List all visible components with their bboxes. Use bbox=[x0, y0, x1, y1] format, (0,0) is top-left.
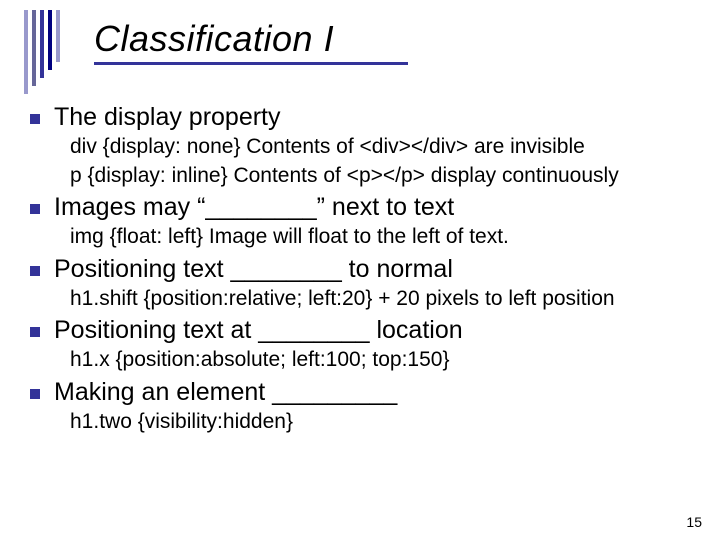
decor-bar bbox=[24, 10, 28, 94]
bullet-lvl1: Making an element _________ bbox=[30, 377, 702, 408]
decor-bar bbox=[40, 10, 44, 78]
title-block: Classification I bbox=[94, 18, 408, 65]
decor-bar bbox=[32, 10, 36, 86]
square-bullet-icon bbox=[30, 114, 40, 124]
bullet-lvl2: h1.two {visibility:hidden} bbox=[70, 408, 702, 436]
content: The display property div {display: none}… bbox=[30, 102, 702, 438]
bullet-item: The display property div {display: none}… bbox=[30, 102, 702, 190]
bullet-item: Positioning text ________ to normal h1.s… bbox=[30, 254, 702, 314]
bullet-lvl2: h1.shift {position:relative; left:20} + … bbox=[70, 285, 702, 313]
bullet-lvl2: div {display: none} Contents of <div></d… bbox=[70, 133, 702, 161]
bullet-lvl1: Positioning text ________ to normal bbox=[30, 254, 702, 285]
bullet-lvl1: Positioning text at ________ location bbox=[30, 315, 702, 346]
bullet-lvl1: Images may “________” next to text bbox=[30, 192, 702, 223]
bullet-lvl1: The display property bbox=[30, 102, 702, 133]
square-bullet-icon bbox=[30, 204, 40, 214]
square-bullet-icon bbox=[30, 389, 40, 399]
title-underline bbox=[94, 62, 408, 65]
bullet-item: Making an element _________ h1.two {visi… bbox=[30, 377, 702, 437]
square-bullet-icon bbox=[30, 327, 40, 337]
decor-bar bbox=[56, 10, 60, 62]
bullet-lvl2: img {float: left} Image will float to th… bbox=[70, 223, 702, 251]
bullet-text: Making an element _________ bbox=[54, 377, 397, 408]
bullet-item: Images may “________” next to text img {… bbox=[30, 192, 702, 252]
bullet-text: Images may “________” next to text bbox=[54, 192, 454, 223]
slide: Classification I The display property di… bbox=[0, 0, 720, 540]
bullet-item: Positioning text at ________ location h1… bbox=[30, 315, 702, 375]
square-bullet-icon bbox=[30, 266, 40, 276]
decor-bar bbox=[48, 10, 52, 70]
bullet-lvl2: h1.x {position:absolute; left:100; top:1… bbox=[70, 346, 702, 374]
bullet-text: The display property bbox=[54, 102, 281, 133]
slide-title: Classification I bbox=[94, 18, 408, 60]
bullet-text: Positioning text at ________ location bbox=[54, 315, 463, 346]
page-number: 15 bbox=[686, 514, 702, 530]
bullet-text: Positioning text ________ to normal bbox=[54, 254, 453, 285]
bullet-lvl2: p {display: inline} Contents of <p></p> … bbox=[70, 162, 702, 190]
